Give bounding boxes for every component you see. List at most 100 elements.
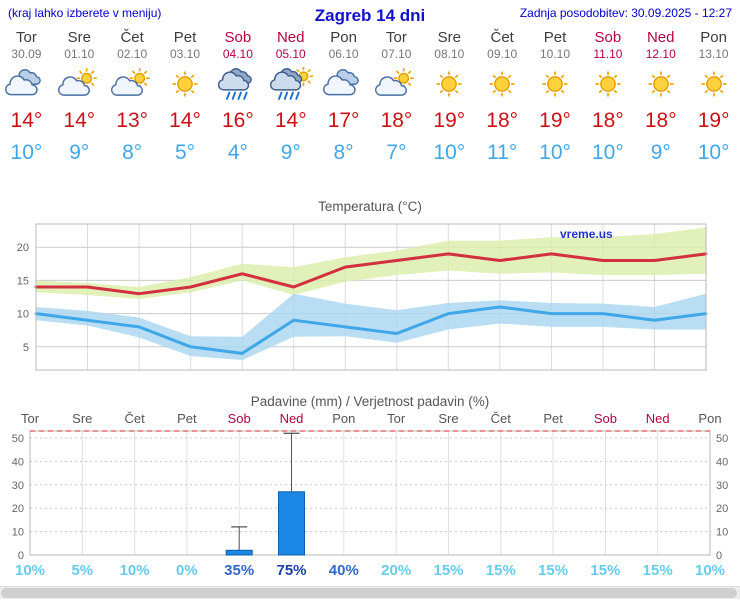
day-date: 04.10 [222,47,253,61]
day-label: Sob [594,411,617,426]
precip-bar [225,549,253,556]
temp-min: 9° [650,141,671,164]
sun-cloud-icon [53,65,106,103]
y-axis-label: 30 [12,480,24,492]
day-column[interactable]: Pet 03.10 14° 5° [159,29,212,165]
day-date: 05.10 [275,47,306,61]
day-date: 08.10 [434,47,465,61]
temp-max: 19° [539,109,571,132]
day-name: Sre [437,29,461,46]
y-axis-label: 15 [17,275,29,287]
precip-probability: 15% [590,562,620,579]
precip-probability: 15% [538,562,568,579]
temp-max: 19° [433,109,466,132]
temp-min: 4° [227,141,248,164]
day-label: Ned [280,411,304,426]
day-name: Čet [490,29,514,46]
precip-probability: 35% [224,562,254,579]
day-name: Pet [543,29,567,46]
day-label: Čet [491,411,512,426]
sun-icon [159,65,212,103]
temp-max: 13° [116,109,149,132]
temp-max: 14° [10,109,43,132]
location-hint: (kraj lahko izberete v meniju) [8,6,162,20]
y-axis-label: 0 [716,550,722,562]
day-column[interactable]: Ned 05.10 14° 9° [264,29,317,165]
temp-max: 19° [697,109,730,132]
sun-cloud-icon [106,65,159,103]
day-label: Tor [387,411,406,426]
sun-icon [423,65,476,103]
y-axis-label: 20 [12,503,24,515]
day-date: 09.10 [487,47,518,61]
header: (kraj lahko izberete v meniju) Zagreb 14… [0,0,740,26]
clouds-icon [317,65,370,103]
day-label: Sre [438,411,458,426]
temp-min: 8° [122,141,143,164]
precip-probability: 10% [15,562,45,579]
precip-probability: 5% [71,562,93,579]
clouds-icon [0,65,53,103]
temp-min: 10° [592,141,624,164]
min-temperature-line [34,305,708,355]
day-column[interactable]: Sre 01.10 14° 9° [53,29,106,165]
temperature-chart-title: Temperatura (°C) [318,199,422,214]
temp-min: 5° [174,141,196,164]
day-label: Pon [332,411,355,426]
y-axis-label: 50 [716,433,728,445]
y-axis-label: 10 [716,527,728,539]
temp-min: 9° [280,141,301,164]
temp-min: 7° [386,141,407,164]
day-name: Sre [67,29,91,46]
y-axis-label: 50 [12,433,24,445]
temp-max: 14° [169,109,201,132]
day-column[interactable]: Ned 12.10 18° 9° [634,29,687,165]
day-date: 30.09 [11,47,42,61]
precip-probability: 40% [329,562,359,579]
day-name: Ned [276,29,305,46]
y-axis-label: 0 [18,550,24,562]
day-label: Sre [72,411,92,426]
temp-min: 8° [333,141,354,164]
temp-max: 14° [274,109,307,132]
day-column[interactable]: Sob 11.10 18° 10° [581,29,634,165]
precip-probability: 15% [643,562,673,579]
day-column[interactable]: Čet 02.10 13° 8° [106,29,159,165]
day-column[interactable]: Pon 06.10 17° 8° [317,29,370,165]
sun-icon [476,65,529,103]
day-date: 10.10 [540,47,571,61]
precip-bar [278,491,305,556]
day-date: 02.10 [117,47,148,61]
precip-probability: 15% [486,562,516,579]
day-name: Sob [224,29,252,46]
y-axis-label: 40 [716,456,728,468]
watermark: vreme.us [560,227,613,241]
temp-min: 10° [433,141,466,164]
y-axis-label: 10 [17,309,29,321]
horizontal-scrollbar[interactable] [0,586,740,599]
day-date: 12.10 [645,47,676,61]
day-column[interactable]: Sre 08.10 19° 10° [423,29,476,165]
day-column[interactable]: Čet 09.10 18° 11° [476,29,529,165]
precip-probability: 15% [433,562,463,579]
temperature-chart: 5 10 15 20 vreme.us [17,223,708,371]
scrollbar-thumb[interactable] [1,588,737,598]
day-name: Ned [646,29,675,46]
day-column[interactable]: Pet 10.10 19° 10° [529,29,582,165]
day-name: Tor [386,29,407,46]
precip-probability: 0% [176,562,198,579]
day-column[interactable]: Tor 30.09 14° 10° [0,29,53,165]
last-updated: Zadnja posodobitev: 30.09.2025 - 12:27 [519,6,732,20]
day-label: Ned [646,411,670,426]
day-column[interactable]: Sob 04.10 16° 4° [211,29,264,165]
day-column[interactable]: Pon 13.10 19° 10° [687,29,740,165]
day-date: 11.10 [593,47,623,61]
sun-icon [529,65,582,103]
day-label: Čet [124,411,145,426]
y-axis-label: 5 [23,342,29,354]
sun-rain-icon [264,65,317,103]
day-column[interactable]: Tor 07.10 18° 7° [370,29,423,165]
temp-max: 18° [486,109,519,132]
temp-min: 10° [697,141,730,164]
